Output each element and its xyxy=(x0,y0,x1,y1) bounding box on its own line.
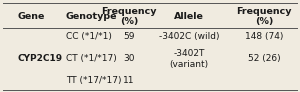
Text: Genotype: Genotype xyxy=(66,12,118,21)
Text: 52 (26): 52 (26) xyxy=(248,54,280,63)
Text: Frequency
(%): Frequency (%) xyxy=(236,7,292,26)
Text: 11: 11 xyxy=(123,76,135,85)
Text: CC (*1/*1): CC (*1/*1) xyxy=(66,32,112,41)
Text: 30: 30 xyxy=(123,54,135,63)
Text: TT (*17/*17): TT (*17/*17) xyxy=(66,76,122,85)
Text: -3402C (wild): -3402C (wild) xyxy=(159,32,219,41)
Text: Allele: Allele xyxy=(174,12,204,21)
Text: -3402T
(variant): -3402T (variant) xyxy=(169,49,208,69)
Text: 59: 59 xyxy=(123,32,135,41)
Text: Gene: Gene xyxy=(18,12,45,21)
Text: 148 (74): 148 (74) xyxy=(245,32,283,41)
Text: CYP2C19: CYP2C19 xyxy=(18,54,63,63)
Text: Frequency
(%): Frequency (%) xyxy=(101,7,157,26)
Text: CT (*1/*17): CT (*1/*17) xyxy=(66,54,117,63)
